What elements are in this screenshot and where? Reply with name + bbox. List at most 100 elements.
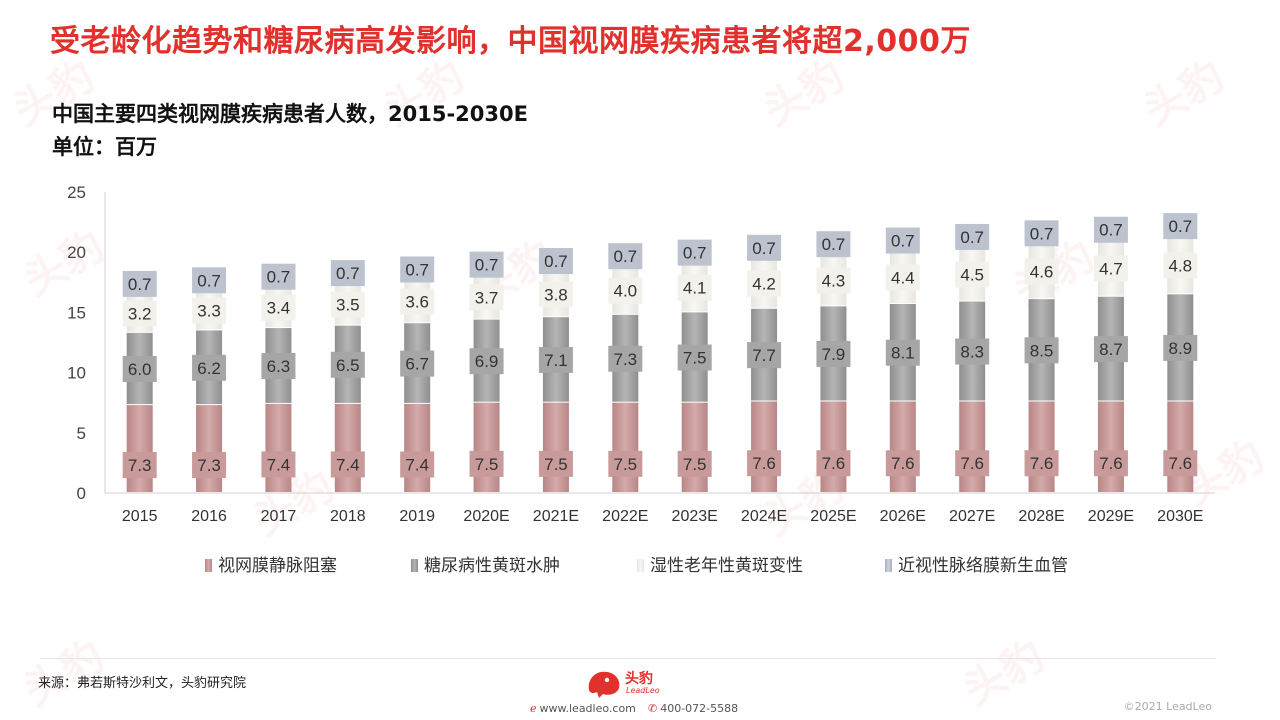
data-label: 4.7 (1099, 259, 1123, 278)
phone-link[interactable]: ✆ 400-072-5588 (648, 702, 738, 715)
bar-segment (404, 403, 431, 492)
data-label-box (538, 281, 573, 308)
y-tick-label: 5 (77, 424, 86, 443)
data-label: 7.6 (960, 454, 984, 473)
x-tick-label: 2015 (122, 508, 158, 525)
data-label: 7.3 (128, 456, 152, 475)
data-label-box (747, 234, 782, 261)
data-label-box (1024, 450, 1059, 477)
bar-segment (473, 402, 500, 492)
phone-icon: ✆ (648, 702, 658, 715)
data-label-box (261, 263, 296, 290)
footer-divider (40, 658, 1216, 659)
data-label: 6.0 (128, 360, 152, 379)
data-label: 4.4 (891, 268, 915, 287)
data-label: 3.3 (197, 302, 221, 321)
data-label-box (1163, 252, 1198, 279)
data-label: 7.7 (752, 346, 776, 365)
data-label-box (816, 340, 851, 367)
x-tick-label: 2027E (949, 508, 995, 525)
x-tick-label: 2020E (463, 508, 509, 525)
data-label-box (400, 350, 435, 377)
copyright: ©2021 LeadLeo (1123, 700, 1212, 713)
data-label-box (122, 300, 157, 327)
phone-text: 400-072-5588 (660, 702, 739, 715)
data-label: 8.5 (1030, 341, 1054, 360)
data-label: 0.7 (752, 239, 776, 258)
data-label: 7.5 (683, 455, 707, 474)
watermark: 头豹 (954, 630, 1053, 716)
bar-segment (959, 401, 986, 492)
data-label-box (400, 451, 435, 478)
data-label: 8.1 (891, 344, 915, 363)
data-label-box (1163, 450, 1198, 477)
data-label-box (400, 256, 435, 283)
chart-subtitle: 中国主要四类视网膜疾病患者人数，2015-2030E (52, 102, 528, 126)
data-label-box (538, 346, 573, 373)
data-label: 0.7 (683, 244, 707, 263)
x-tick-label: 2016 (191, 508, 227, 525)
y-tick-label: 25 (67, 183, 86, 202)
x-tick-label: 2017 (261, 508, 297, 525)
data-label: 7.9 (822, 345, 846, 364)
leadleo-logo-icon (588, 671, 620, 698)
data-label: 7.3 (613, 350, 637, 369)
bar-segment (681, 402, 708, 492)
data-label: 0.7 (405, 260, 429, 279)
data-label-box (538, 450, 573, 477)
data-label-box (816, 267, 851, 294)
x-tick-label: 2029E (1088, 508, 1134, 525)
data-label: 4.0 (613, 282, 637, 301)
data-label-box (538, 248, 573, 275)
x-tick-label: 2030E (1157, 508, 1203, 525)
data-label-box (469, 251, 504, 278)
data-label: 7.1 (544, 351, 568, 370)
data-label: 4.2 (752, 275, 776, 294)
data-label-box (816, 231, 851, 258)
data-label-box (608, 345, 643, 372)
bar-segment (1028, 401, 1055, 492)
globe-icon: ℯ (530, 702, 537, 715)
bar-segment (751, 401, 778, 492)
data-label-box (400, 288, 435, 315)
data-label: 7.6 (752, 454, 776, 473)
data-label-box (747, 450, 782, 477)
data-label-box (469, 348, 504, 375)
data-label: 7.6 (1099, 454, 1123, 473)
bar-segment (612, 402, 639, 492)
data-label-box (469, 284, 504, 311)
data-label-box (1093, 216, 1128, 243)
x-tick-label: 2024E (741, 508, 787, 525)
data-label: 8.9 (1168, 339, 1192, 358)
legend-label: 糖尿病性黄斑水肿 (424, 556, 560, 576)
data-label-box (330, 351, 365, 378)
data-label: 7.5 (475, 455, 499, 474)
data-label: 4.6 (1030, 262, 1054, 281)
y-tick-label: 0 (77, 484, 86, 503)
data-label: 0.7 (960, 228, 984, 247)
data-label: 3.4 (267, 299, 291, 318)
bar-segment (889, 401, 916, 492)
bar-segment (1167, 401, 1194, 492)
y-tick-label: 15 (67, 303, 86, 322)
data-label-box (261, 451, 296, 478)
data-label-box (122, 270, 157, 297)
data-label-box (1024, 337, 1059, 364)
data-label-box (1093, 255, 1128, 282)
data-label: 7.5 (544, 455, 568, 474)
data-label: 7.4 (405, 455, 429, 474)
brand-sub: LeadLeo (626, 686, 660, 695)
x-tick-label: 2022E (602, 508, 648, 525)
website-link[interactable]: ℯ www.leadleo.com (530, 702, 636, 715)
data-label: 7.5 (613, 455, 637, 474)
data-label: 7.6 (822, 454, 846, 473)
data-label: 0.7 (1168, 217, 1192, 236)
data-label: 7.3 (197, 456, 221, 475)
stacked-bar-chart: 0 5 10 15 20 25 7.3 6.0 3.2 0.7 7.3 6.2 3.3 0.7 7.4 6.… (67, 183, 1215, 576)
legend-label: 湿性老年性黄斑变性 (650, 556, 803, 576)
data-label-box (816, 450, 851, 477)
data-label: 0.7 (822, 235, 846, 254)
data-label-box (885, 339, 920, 366)
x-tick-label: 2028E (1018, 508, 1064, 525)
data-label-box (677, 239, 712, 266)
